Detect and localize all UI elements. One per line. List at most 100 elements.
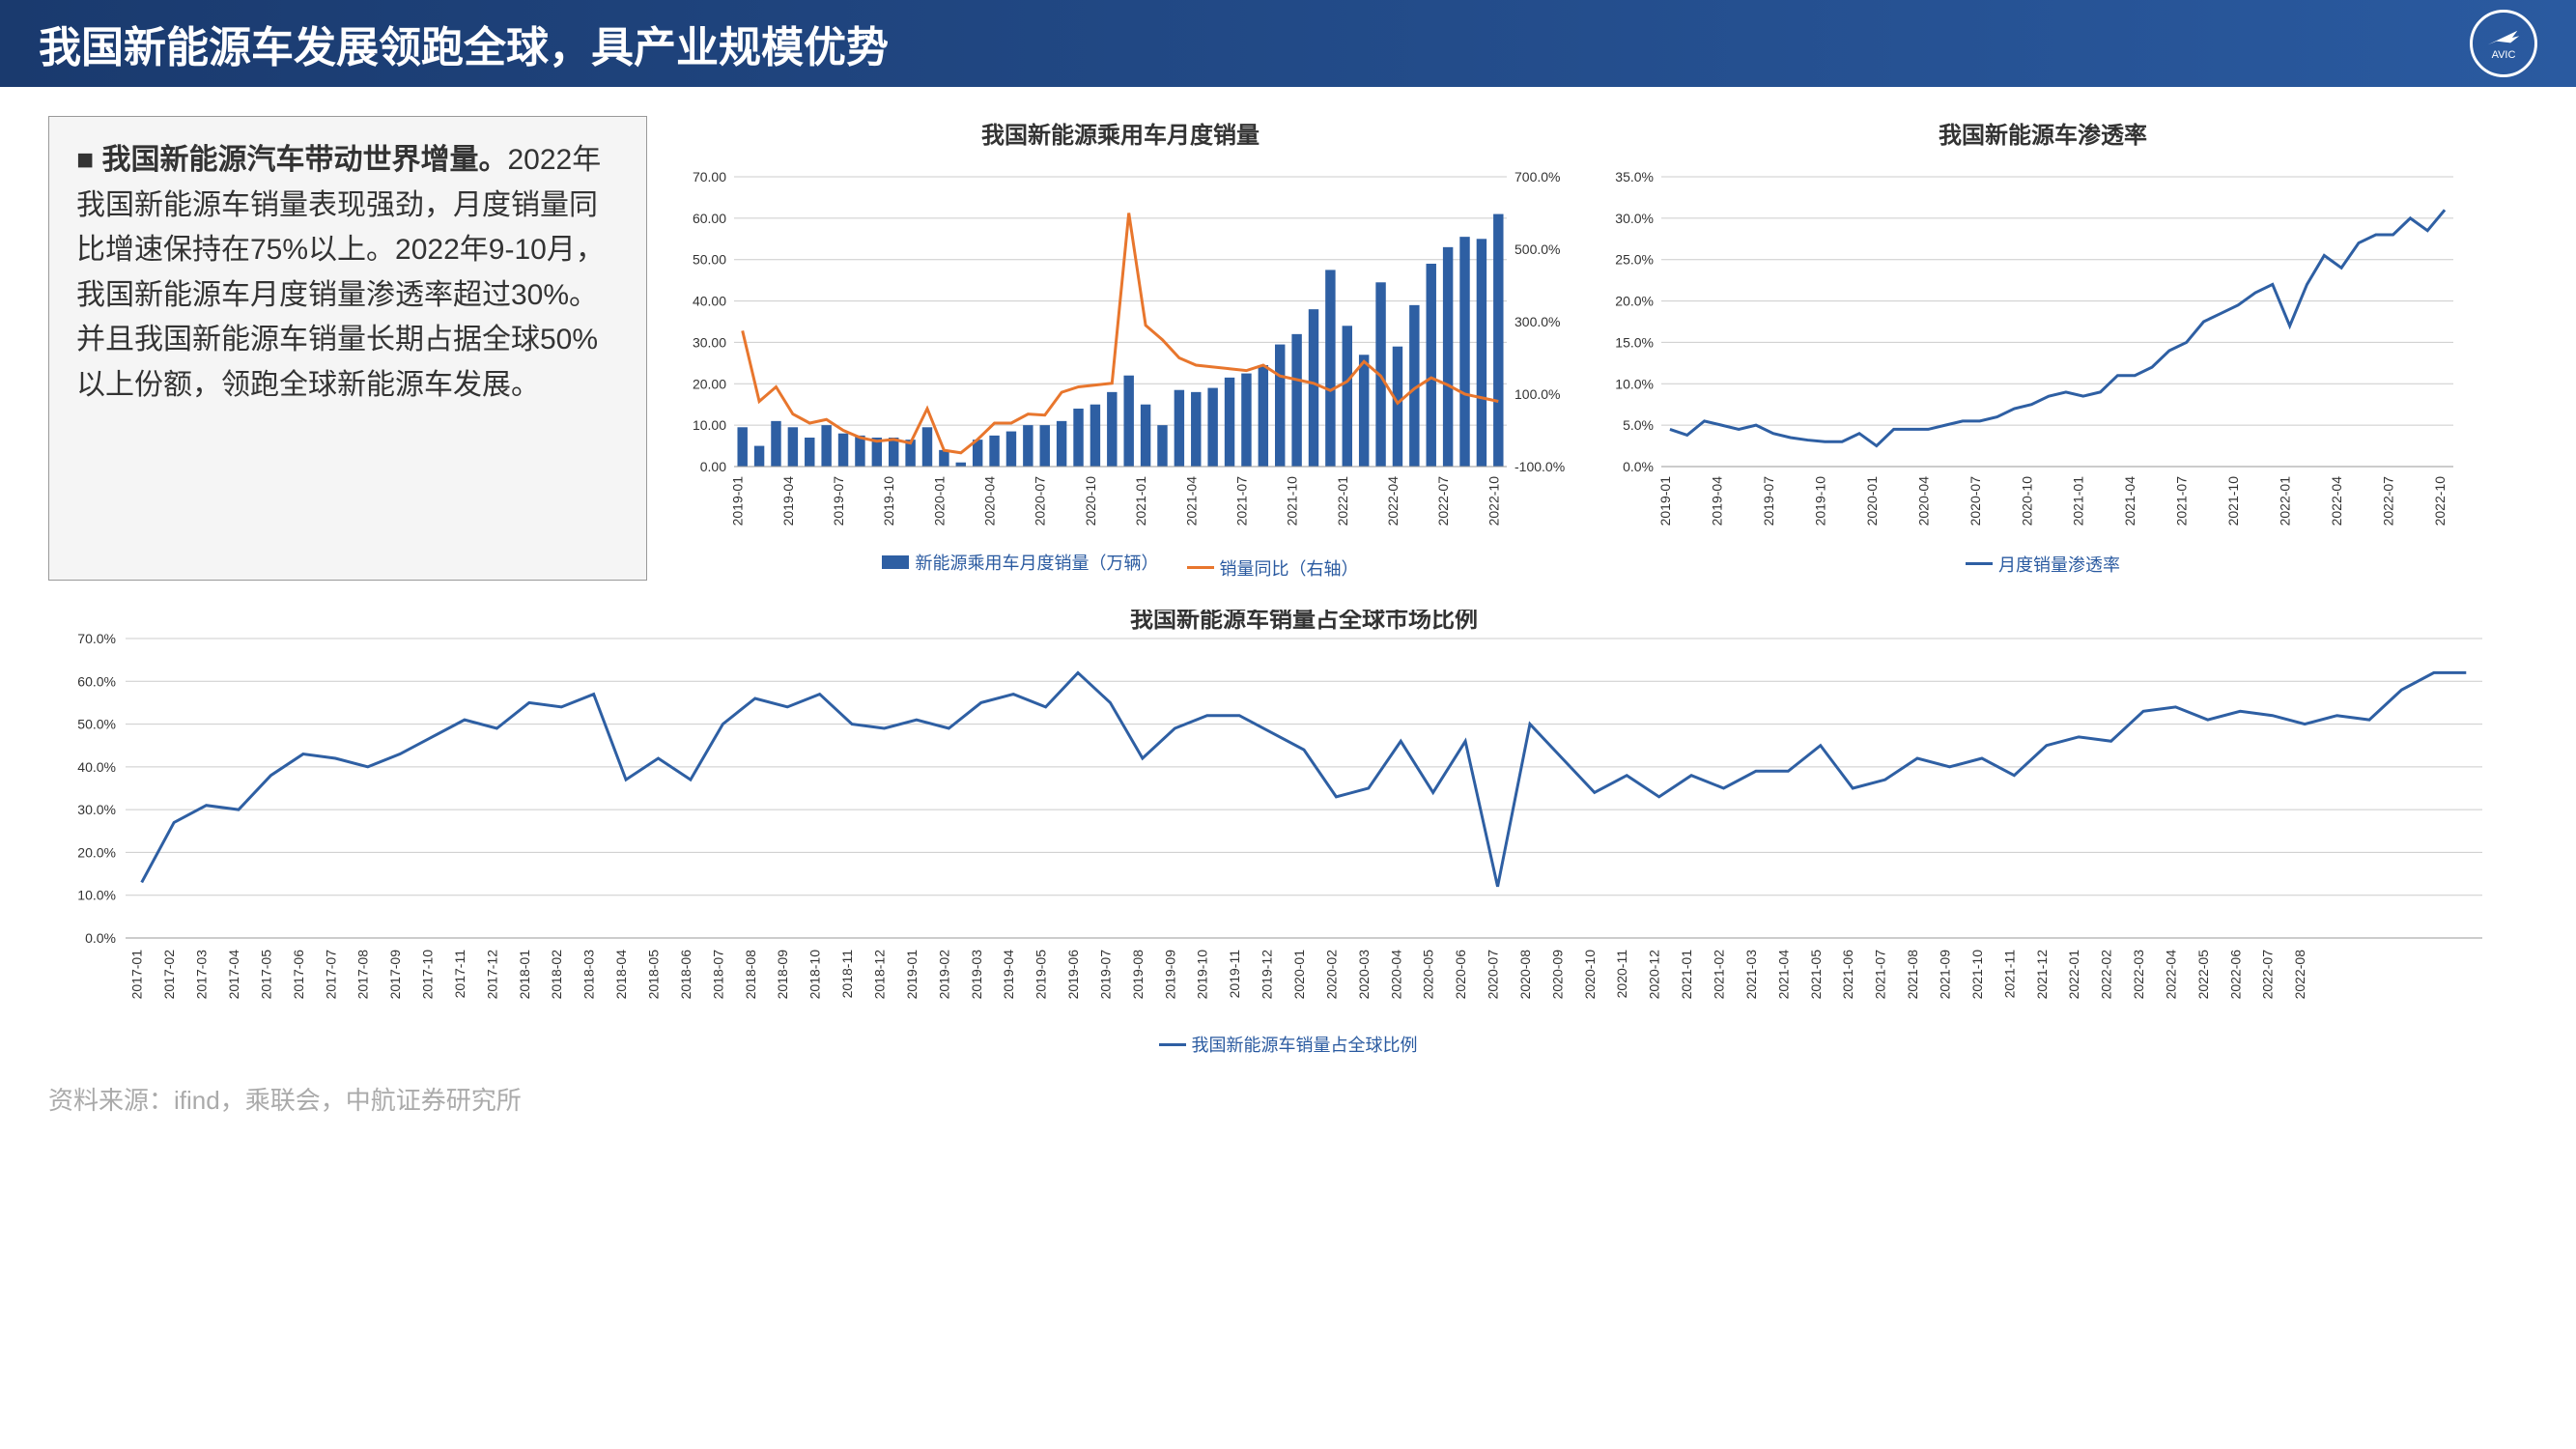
svg-text:20.0%: 20.0% — [77, 844, 116, 860]
svg-text:2018-01: 2018-01 — [517, 949, 532, 999]
svg-text:2019-01: 2019-01 — [904, 949, 920, 999]
svg-text:2021-04: 2021-04 — [1775, 949, 1791, 999]
svg-text:70.0%: 70.0% — [77, 631, 116, 646]
svg-text:2020-03: 2020-03 — [1356, 949, 1372, 999]
svg-text:2022-05: 2022-05 — [2195, 949, 2211, 999]
svg-text:2018-06: 2018-06 — [678, 949, 694, 999]
chart3-svg: 我国新能源车销量占全球市场比例0.0%10.0%20.0%30.0%40.0%5… — [48, 610, 2511, 1025]
svg-text:2020-10: 2020-10 — [1582, 949, 1598, 999]
svg-text:2021-07: 2021-07 — [2174, 476, 2190, 526]
source-footer: 资料来源：ifind，乘联会，中航证券研究所 — [0, 1066, 2576, 1131]
svg-text:2020-04: 2020-04 — [982, 476, 998, 526]
svg-text:2018-10: 2018-10 — [807, 949, 823, 999]
svg-text:2017-03: 2017-03 — [194, 949, 210, 999]
svg-text:2019-02: 2019-02 — [936, 949, 951, 999]
svg-text:2017-09: 2017-09 — [387, 949, 403, 999]
chart-global-share: 我国新能源车销量占全球市场比例0.0%10.0%20.0%30.0%40.0%5… — [48, 610, 2528, 1058]
svg-text:2021-04: 2021-04 — [1183, 476, 1199, 526]
svg-text:2022-07: 2022-07 — [2381, 476, 2396, 526]
svg-text:2017-02: 2017-02 — [161, 949, 177, 999]
svg-text:2021-01: 2021-01 — [1133, 476, 1148, 526]
svg-text:2021-03: 2021-03 — [1743, 949, 1759, 999]
svg-text:2017-11: 2017-11 — [452, 949, 467, 998]
svg-text:2022-02: 2022-02 — [2099, 949, 2114, 999]
svg-text:-100.0%: -100.0% — [1514, 459, 1565, 474]
svg-text:2020-11: 2020-11 — [1614, 949, 1629, 998]
svg-text:2021-07: 2021-07 — [1873, 949, 1888, 999]
svg-text:2018-12: 2018-12 — [871, 949, 887, 999]
svg-text:2022-10: 2022-10 — [2432, 476, 2448, 526]
svg-text:2021-10: 2021-10 — [2225, 476, 2241, 526]
svg-text:2021-07: 2021-07 — [1233, 476, 1249, 526]
svg-text:500.0%: 500.0% — [1514, 242, 1560, 257]
svg-text:2022-01: 2022-01 — [1335, 476, 1350, 526]
svg-text:2017-12: 2017-12 — [484, 949, 499, 999]
svg-text:2021-09: 2021-09 — [1937, 949, 1952, 999]
svg-text:2017-08: 2017-08 — [355, 949, 371, 999]
svg-text:2020-09: 2020-09 — [1549, 949, 1565, 999]
svg-text:2022-01: 2022-01 — [2278, 476, 2293, 526]
svg-text:2019-04: 2019-04 — [1001, 949, 1016, 999]
chart1-svg: 0.0010.0020.0030.0040.0050.0060.0070.00-… — [666, 157, 1574, 544]
svg-text:2019-01: 2019-01 — [1657, 476, 1673, 526]
svg-text:2020-10: 2020-10 — [1083, 476, 1098, 526]
slide-title: 我国新能源车发展领跑全球，具产业规模优势 — [39, 13, 889, 74]
svg-text:40.0%: 40.0% — [77, 758, 116, 774]
svg-text:2021-04: 2021-04 — [2122, 476, 2137, 526]
svg-text:2021-05: 2021-05 — [1808, 949, 1824, 999]
svg-text:2020-05: 2020-05 — [1421, 949, 1436, 999]
svg-text:2020-01: 2020-01 — [1291, 949, 1307, 999]
lead-text: 我国新能源汽车带动世界增量。 — [101, 144, 507, 176]
svg-text:2018-09: 2018-09 — [775, 949, 790, 999]
svg-text:60.0%: 60.0% — [77, 673, 116, 689]
svg-text:2022-04: 2022-04 — [2329, 476, 2344, 526]
svg-text:20.0%: 20.0% — [1615, 294, 1654, 309]
svg-text:2017-07: 2017-07 — [323, 949, 338, 999]
svg-text:2020-04: 2020-04 — [1388, 949, 1403, 999]
svg-text:15.0%: 15.0% — [1615, 334, 1654, 350]
svg-text:2019-08: 2019-08 — [1130, 949, 1146, 999]
svg-text:2018-04: 2018-04 — [613, 949, 629, 999]
svg-text:10.0%: 10.0% — [1615, 376, 1654, 391]
svg-text:2018-05: 2018-05 — [646, 949, 662, 999]
content-area: ■ 我国新能源汽车带动世界增量。2022年我国新能源车销量表现强劲，月度销量同比… — [0, 87, 2576, 1066]
chart1-legend: 新能源乘用车月度销量（万辆） 销量同比（右轴） — [666, 550, 1574, 581]
svg-text:30.00: 30.00 — [693, 334, 726, 350]
svg-text:2022-07: 2022-07 — [1435, 476, 1451, 526]
svg-text:2020-12: 2020-12 — [1647, 949, 1662, 999]
svg-text:2020-02: 2020-02 — [1323, 949, 1339, 999]
svg-text:2019-04: 2019-04 — [1709, 476, 1724, 526]
svg-text:2021-02: 2021-02 — [1712, 949, 1727, 999]
svg-text:300.0%: 300.0% — [1514, 314, 1560, 329]
svg-text:2017-05: 2017-05 — [258, 949, 273, 999]
chart2-legend: 月度销量渗透率 — [1599, 550, 2487, 577]
svg-text:2021-12: 2021-12 — [2034, 949, 2050, 999]
svg-text:2021-11: 2021-11 — [2001, 949, 2017, 998]
svg-text:10.0%: 10.0% — [77, 887, 116, 902]
svg-text:2018-03: 2018-03 — [581, 949, 597, 999]
svg-text:2019-03: 2019-03 — [969, 949, 984, 999]
svg-text:2022-08: 2022-08 — [2292, 949, 2307, 999]
top-row: ■ 我国新能源汽车带动世界增量。2022年我国新能源车销量表现强劲，月度销量同比… — [48, 116, 2528, 581]
slide-header: 我国新能源车发展领跑全球，具产业规模优势 AVIC — [0, 0, 2576, 87]
svg-text:2022-04: 2022-04 — [2163, 949, 2178, 999]
svg-text:2020-01: 2020-01 — [1864, 476, 1880, 526]
svg-text:30.0%: 30.0% — [77, 802, 116, 817]
chart2-svg: 0.0%5.0%10.0%15.0%20.0%25.0%30.0%35.0%20… — [1599, 157, 2487, 544]
svg-text:2022-04: 2022-04 — [1385, 476, 1401, 526]
svg-text:0.0%: 0.0% — [85, 930, 116, 946]
svg-text:2020-10: 2020-10 — [2019, 476, 2034, 526]
svg-text:35.0%: 35.0% — [1615, 169, 1654, 185]
svg-text:2017-06: 2017-06 — [291, 949, 306, 999]
svg-text:70.00: 70.00 — [693, 169, 726, 185]
svg-text:2019-05: 2019-05 — [1033, 949, 1049, 999]
svg-text:50.00: 50.00 — [693, 252, 726, 268]
svg-text:2022-01: 2022-01 — [2066, 949, 2081, 999]
svg-text:2022-10: 2022-10 — [1486, 476, 1501, 526]
svg-text:2019-10: 2019-10 — [881, 476, 896, 526]
svg-text:2020-07: 2020-07 — [1486, 949, 1501, 999]
svg-text:2021-10: 2021-10 — [1969, 949, 1985, 999]
svg-text:700.0%: 700.0% — [1514, 169, 1560, 185]
svg-text:2019-12: 2019-12 — [1260, 949, 1275, 999]
svg-text:2018-07: 2018-07 — [710, 949, 725, 999]
